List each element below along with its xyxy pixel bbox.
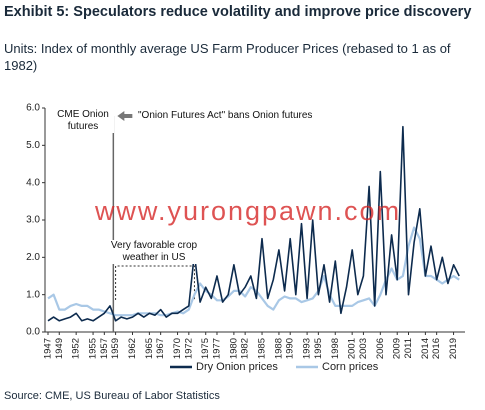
y-tick-label: 6.0 [26, 103, 40, 114]
x-tick-label: 1982 [240, 338, 251, 359]
chart-title: Exhibit 5: Speculators reduce volatility… [4, 4, 472, 20]
source-note: Source: CME, US Bureau of Labor Statisti… [4, 390, 220, 402]
x-tick-label: 1967 [155, 338, 166, 359]
annotation: Very favorable crop weather in US [104, 240, 204, 264]
legend-label: Corn prices [322, 361, 379, 373]
x-tick-label: 1998 [330, 338, 341, 359]
x-tick-label: 1990 [285, 338, 296, 359]
x-tick-label: 1970 [172, 338, 183, 359]
y-tick-label: 4.0 [26, 177, 40, 188]
x-tick-label: 2011 [403, 338, 414, 358]
x-tick-label: 1975 [200, 338, 211, 359]
y-tick-label: 1.0 [26, 289, 40, 300]
series-line [47, 125, 460, 322]
x-tick-label: 1985 [257, 338, 268, 359]
x-tick-label: 1995 [313, 338, 324, 359]
x-tick-label: 1977 [211, 338, 222, 359]
x-tick-label: 1980 [228, 338, 239, 359]
x-tick-label: 2003 [358, 338, 369, 359]
x-tick-label: 2019 [448, 338, 459, 359]
x-tick-label: 1952 [71, 338, 82, 359]
chart-subtitle: Units: Index of monthly average US Farm … [4, 41, 451, 73]
x-tick-label: 1965 [144, 338, 155, 359]
watermark: www.yurongpawn.com [94, 196, 402, 226]
x-tick-label: 2009 [392, 338, 403, 359]
arrow [117, 111, 133, 121]
legend-label: Dry Onion prices [196, 361, 278, 373]
bracket [115, 265, 195, 300]
annotation: "Onion Futures Act" bans Onion futures [138, 110, 338, 122]
x-tick-label: 2001 [347, 338, 358, 359]
annotation: CME Onion futures [52, 109, 114, 133]
x-tick-label: 1957 [99, 338, 110, 359]
x-tick-label: 1959 [110, 338, 121, 359]
y-tick-label: 3.0 [26, 215, 40, 226]
x-tick-label: 2014 [420, 338, 431, 359]
x-tick-label: 1947 [43, 338, 54, 359]
x-tick-label: 2006 [375, 338, 386, 359]
x-tick-label: 1988 [273, 338, 284, 359]
x-tick-label: 1972 [183, 338, 194, 359]
y-tick-label: 2.0 [26, 252, 40, 263]
y-tick-label: 5.0 [26, 140, 40, 151]
x-tick-label: 1993 [302, 338, 313, 359]
x-tick-label: 1955 [88, 338, 99, 359]
x-tick-label: 1962 [127, 338, 138, 359]
x-tick-label: 2016 [431, 338, 442, 359]
y-tick-label: 0.0 [26, 327, 40, 338]
x-tick-label: 1949 [54, 338, 65, 359]
